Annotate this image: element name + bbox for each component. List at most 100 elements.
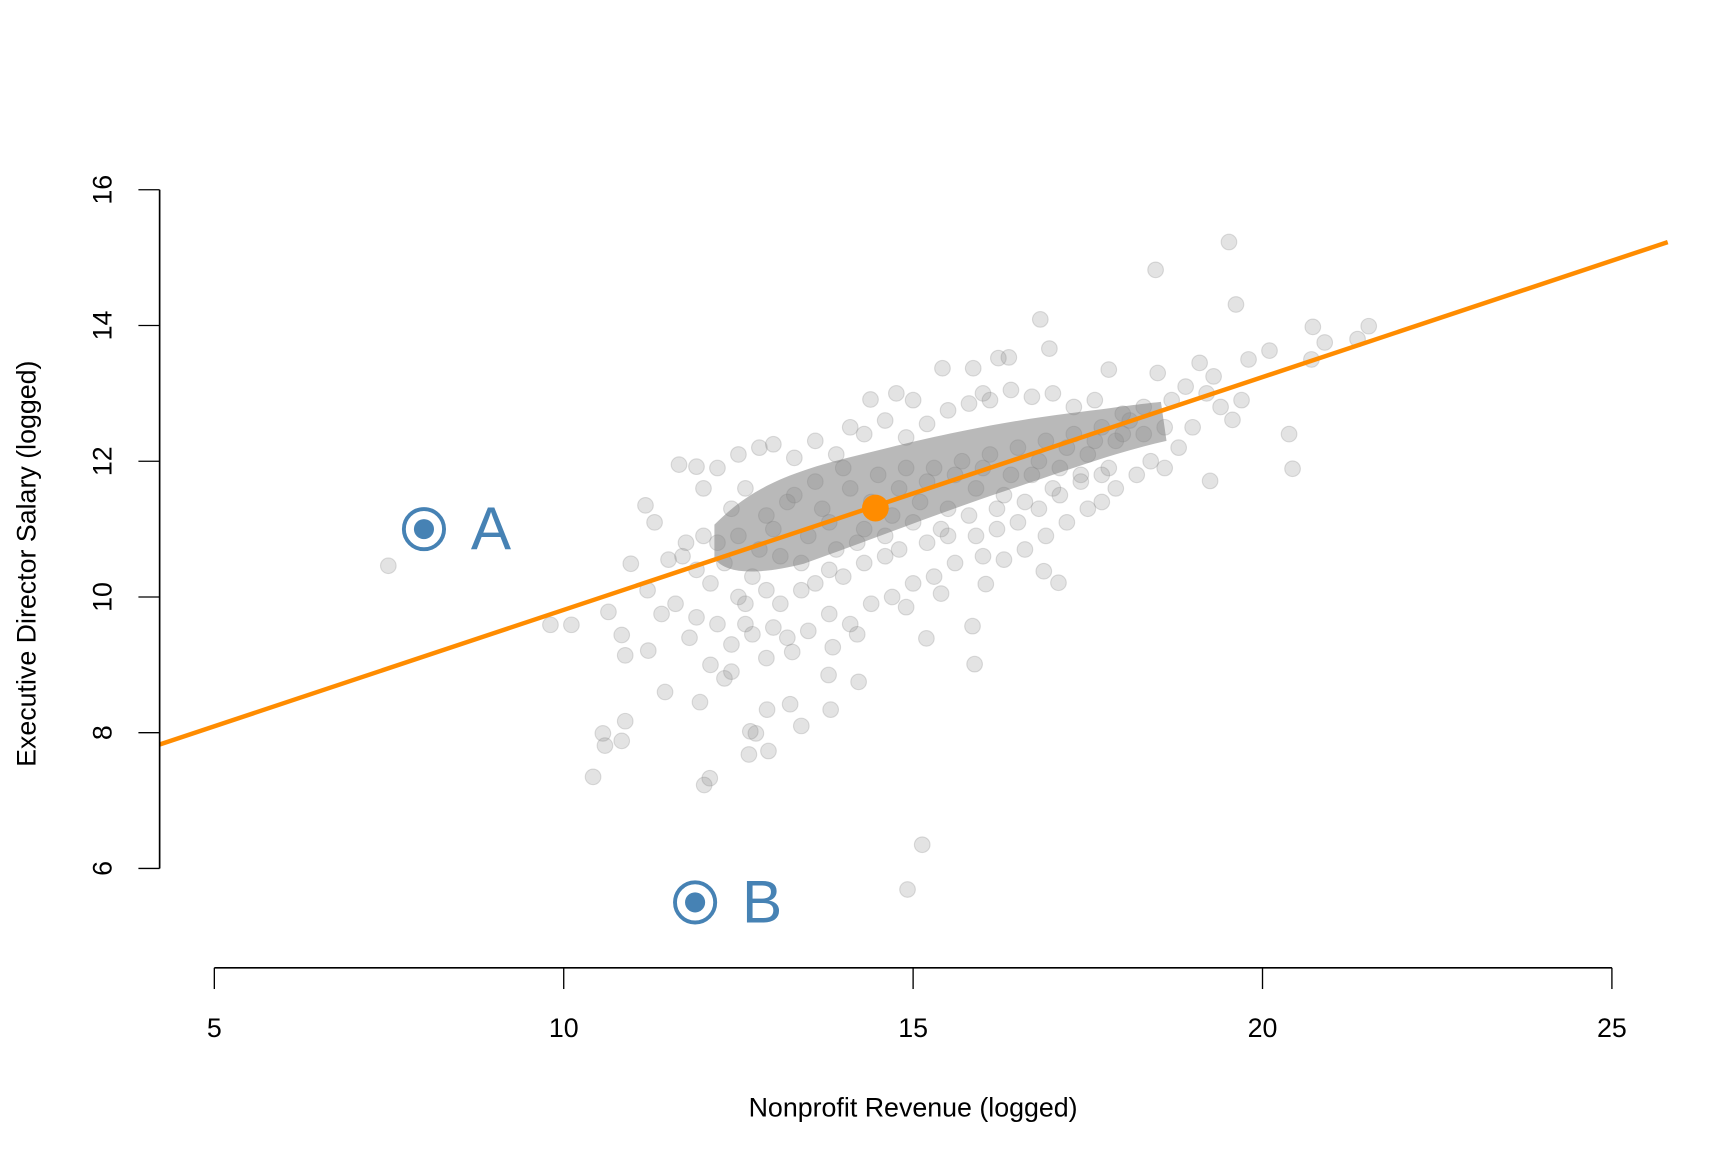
data-point — [876, 547, 894, 565]
data-point — [918, 415, 936, 433]
data-point — [989, 349, 1007, 367]
data-point — [674, 547, 691, 565]
data-point — [1156, 459, 1174, 477]
data-point — [695, 480, 712, 497]
data-point — [730, 446, 747, 463]
points-layer — [379, 233, 1378, 898]
mean-point — [861, 494, 889, 522]
data-point — [1016, 541, 1034, 558]
data-point — [764, 435, 782, 453]
data-point — [1072, 466, 1090, 484]
highlight-point-a — [413, 519, 435, 540]
data-point — [646, 513, 663, 531]
data-point — [820, 605, 838, 623]
data-point — [934, 359, 951, 377]
data-point — [1093, 493, 1111, 511]
data-point — [723, 663, 740, 681]
data-point — [1030, 500, 1048, 518]
regression-line — [158, 239, 1669, 747]
data-point — [939, 527, 957, 545]
data-point — [918, 534, 936, 552]
data-point — [771, 595, 789, 613]
data-point — [1044, 480, 1062, 497]
data-point — [1224, 411, 1241, 429]
data-point — [1227, 296, 1245, 313]
data-point — [616, 646, 634, 664]
data-point — [862, 391, 879, 408]
x-axis: 5 10 15 20 25 Nonprofit Revenue (logged) — [207, 966, 1627, 1122]
data-point — [760, 742, 777, 760]
data-point — [964, 617, 981, 635]
data-point — [785, 449, 803, 467]
data-point — [1023, 388, 1041, 406]
data-point — [1041, 340, 1058, 357]
data-point — [1031, 311, 1049, 328]
data-point — [596, 737, 614, 754]
data-point — [876, 412, 894, 429]
data-point — [913, 836, 931, 854]
data-point — [778, 629, 796, 647]
data-point — [981, 391, 999, 409]
data-point — [932, 585, 950, 602]
data-point — [1170, 439, 1188, 457]
data-point — [1191, 354, 1208, 372]
x-tick-label: 10 — [549, 1013, 579, 1043]
data-point — [1220, 233, 1238, 251]
data-point — [737, 480, 754, 497]
data-point — [918, 630, 935, 647]
highlight-label-b: B — [742, 867, 782, 935]
data-point — [1201, 472, 1219, 490]
data-point — [1177, 378, 1195, 395]
data-point — [681, 629, 698, 647]
data-point — [899, 881, 916, 898]
data-point — [1142, 452, 1160, 470]
data-point — [613, 732, 631, 750]
data-point — [850, 673, 867, 691]
data-point — [730, 588, 747, 606]
data-point — [820, 561, 838, 579]
data-point — [1072, 473, 1090, 490]
data-point — [747, 725, 765, 742]
data-point — [806, 575, 824, 592]
y-tick-label: 6 — [88, 861, 118, 876]
data-point — [1100, 361, 1118, 378]
data-point — [1212, 398, 1229, 416]
data-point — [1240, 351, 1257, 368]
data-point — [656, 683, 674, 701]
data-point — [897, 598, 915, 616]
data-point — [887, 385, 905, 402]
data-point — [792, 581, 810, 599]
data-point — [939, 401, 957, 419]
data-point — [702, 575, 719, 592]
y-axis-label: Executive Director Salary (logged) — [12, 361, 42, 767]
data-point — [1261, 342, 1278, 359]
data-point — [1233, 391, 1250, 409]
data-point — [964, 359, 982, 377]
data-point — [783, 643, 801, 661]
data-point — [1000, 349, 1018, 366]
data-point — [1058, 513, 1076, 531]
data-point — [841, 615, 859, 633]
data-point — [744, 625, 761, 643]
data-point — [1360, 317, 1378, 335]
data-point — [862, 595, 880, 613]
data-point — [542, 616, 559, 634]
data-point — [764, 619, 782, 636]
data-point — [806, 432, 824, 450]
data-point — [751, 439, 768, 457]
data-point — [995, 551, 1013, 569]
data-point — [1037, 527, 1055, 545]
data-point — [820, 666, 837, 684]
x-axis-label: Nonprofit Revenue (logged) — [749, 1092, 1078, 1122]
data-point — [966, 655, 983, 673]
data-point — [1107, 480, 1125, 497]
data-point — [1009, 513, 1027, 531]
data-point — [667, 595, 684, 613]
data-point — [1284, 460, 1301, 478]
data-point — [637, 496, 654, 514]
data-point — [974, 547, 992, 565]
data-point — [677, 534, 695, 552]
data-point — [740, 746, 758, 763]
data-point — [695, 776, 713, 794]
data-point — [1147, 261, 1164, 279]
